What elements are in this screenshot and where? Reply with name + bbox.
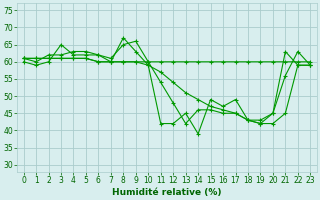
X-axis label: Humidité relative (%): Humidité relative (%) bbox=[112, 188, 222, 197]
